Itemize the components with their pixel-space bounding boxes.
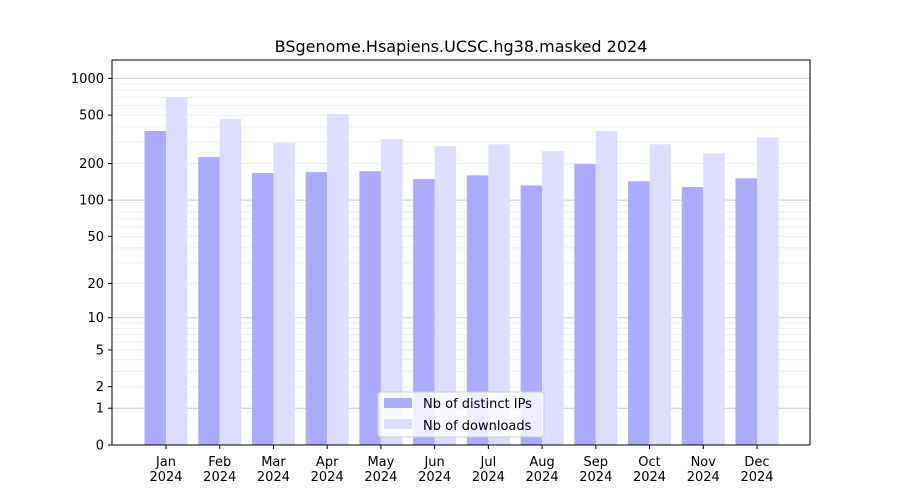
bar-downloads-9 [649, 144, 672, 445]
bar-downloads-3 [327, 114, 349, 445]
bar-downloads-7 [542, 151, 564, 445]
bar-ips-11 [735, 178, 757, 445]
y-tick-label: 5 [96, 343, 104, 358]
bar-ips-2 [251, 173, 274, 445]
x-tick-label: Jan 2024 [149, 455, 182, 485]
bar-ips-4 [359, 171, 381, 445]
y-tick-label: 200 [79, 157, 104, 172]
y-tick-label: 1 [96, 402, 104, 417]
x-tick-label: Feb 2024 [203, 455, 236, 485]
x-tick-label: Apr 2024 [311, 455, 344, 485]
bar-ips-0 [144, 131, 166, 445]
bar-downloads-11 [757, 137, 779, 445]
y-axis: 0 1 2 5 10 20 50 100 200 500 1000 [71, 72, 112, 454]
bar-ips-9 [628, 181, 650, 445]
bar-downloads-10 [703, 153, 725, 445]
bar-ips-1 [198, 157, 220, 446]
x-tick-label: Dec 2024 [740, 455, 773, 485]
x-tick-label: Oct 2024 [633, 455, 666, 485]
x-tick-label: Sep 2024 [579, 455, 612, 485]
y-tick-label: 1000 [71, 72, 104, 87]
x-tick-label: Mar 2024 [257, 455, 290, 485]
bar-ips-10 [681, 187, 704, 445]
bar-ips-6 [466, 175, 489, 446]
x-tick-label: Jun 2024 [418, 455, 451, 485]
bar-downloads-2 [273, 143, 295, 445]
bar-downloads-1 [219, 119, 242, 446]
bar-ips-7 [520, 185, 543, 445]
y-tick-label: 0 [96, 439, 104, 454]
bar-downloads-0 [166, 97, 188, 446]
legend-swatch-ips [384, 398, 412, 408]
legend-swatch-downloads [384, 419, 412, 429]
legend: Nb of distinct IPs Nb of downloads [377, 391, 545, 438]
bars [144, 97, 779, 446]
bar-ips-5 [413, 179, 435, 445]
y-tick-label: 500 [79, 109, 104, 124]
y-tick-label: 50 [87, 230, 104, 245]
plot-frame [111, 59, 811, 446]
chart-title: BSgenome.Hsapiens.UCSC.hg38.masked 2024 [275, 37, 648, 56]
y-tick-label: 100 [79, 194, 104, 209]
y-tick-label: 20 [87, 277, 104, 292]
bar-ips-8 [574, 164, 596, 446]
bar-downloads-6 [488, 144, 510, 445]
legend-label-downloads: Nb of downloads [423, 419, 532, 434]
y-tick-label: 10 [87, 311, 104, 326]
bar-downloads-4 [380, 139, 403, 445]
legend-box [377, 391, 545, 438]
x-axis: Jan 2024 Feb 2024 Mar 2024 Apr 2024 May 2024 Jun 20… [149, 445, 774, 485]
bar-downloads-5 [434, 146, 457, 446]
x-tick-label: Nov 2024 [687, 455, 720, 485]
x-tick-label: May 2024 [364, 455, 397, 485]
x-tick-label: Jul 2024 [472, 455, 505, 485]
x-tick-label: Aug 2024 [526, 455, 559, 485]
legend-label-ips: Nb of distinct IPs [423, 397, 532, 412]
bar-downloads-8 [595, 131, 618, 445]
bar-ips-3 [305, 172, 328, 445]
y-tick-label: 2 [96, 380, 104, 395]
